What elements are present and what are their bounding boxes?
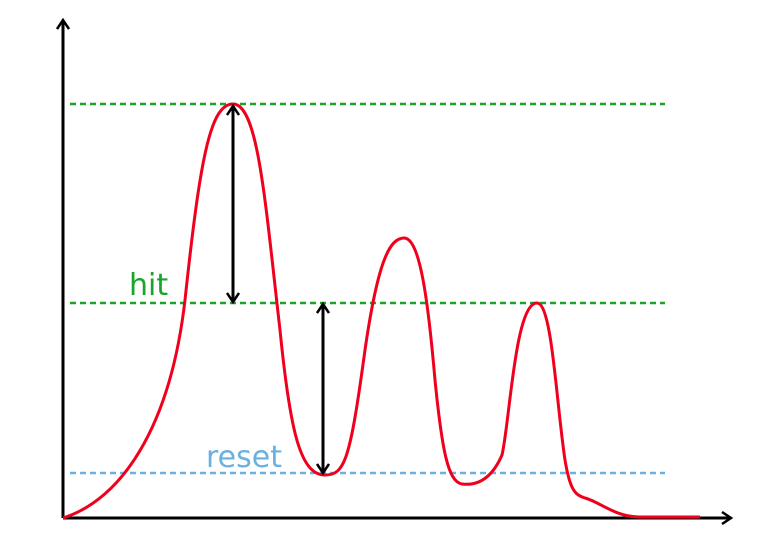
hit-label: hit (129, 268, 168, 303)
signal-curve (62, 102, 700, 520)
reset-label: reset (206, 440, 282, 475)
